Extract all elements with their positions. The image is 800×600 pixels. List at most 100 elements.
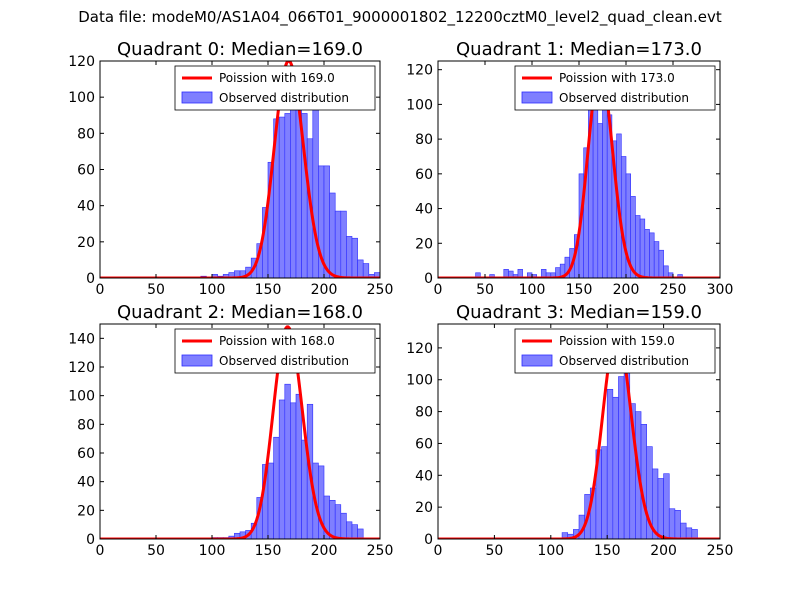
legend-bar-swatch	[181, 91, 213, 104]
x-tick-label: 150	[255, 543, 282, 559]
histogram-bar	[517, 269, 523, 278]
y-tick-label: 100	[406, 97, 433, 113]
poisson-curve-group	[438, 68, 720, 278]
y-tick-label: 20	[77, 235, 95, 251]
y-tick-label: 100	[68, 389, 95, 405]
y-tick-label: 0	[424, 271, 433, 287]
x-tick-label: 150	[255, 282, 282, 298]
legend-bar-swatch	[521, 91, 553, 104]
legend: Poission with 159.0 Observed distribution	[514, 328, 716, 374]
legend-label-poisson: Poission with 168.0	[219, 334, 335, 348]
y-tick-label: 0	[424, 532, 433, 548]
histogram-bar	[668, 508, 676, 539]
y-tick-label: 140	[68, 331, 95, 347]
legend-label-poisson: Poission with 173.0	[559, 71, 675, 85]
y-tick-label: 40	[415, 202, 433, 218]
y-tick-label: 60	[415, 436, 433, 452]
y-tick-label: 20	[415, 500, 433, 516]
x-tick-label: 250	[367, 543, 394, 559]
x-tick-label: 50	[476, 282, 494, 298]
histogram-bar	[691, 529, 698, 539]
figure-title: Data file: modeM0/AS1A04_066T01_90000018…	[78, 8, 722, 26]
x-tick-label: 250	[660, 282, 687, 298]
panel-title: Quadrant 1: Median=173.0	[456, 39, 702, 60]
histogram-bar	[489, 274, 495, 278]
legend-label-observed: Observed distribution	[219, 91, 349, 105]
panel-title: Quadrant 0: Median=169.0	[117, 39, 363, 60]
x-tick-label: 250	[367, 282, 394, 298]
legend: Poission with 173.0 Observed distribution	[514, 65, 716, 111]
x-tick-label: 100	[199, 282, 226, 298]
y-tick-label: 120	[406, 63, 433, 79]
histogram-bar	[601, 446, 608, 539]
panel-title: Quadrant 3: Median=159.0	[456, 302, 702, 323]
legend-bar-swatch	[521, 354, 553, 367]
axes-frame	[99, 323, 381, 540]
poisson-curve-group	[100, 325, 380, 539]
histogram-bar	[618, 376, 625, 539]
x-tick-label: 150	[594, 543, 621, 559]
x-tick-label: 0	[96, 543, 105, 559]
poisson-curve	[100, 325, 380, 539]
histogram-bar	[663, 473, 670, 539]
y-tick-label: 40	[77, 475, 95, 491]
y-tick-label: 120	[406, 341, 433, 357]
y-tick-label: 80	[77, 126, 95, 142]
y-tick-label: 80	[77, 417, 95, 433]
x-tick-label: 200	[311, 282, 338, 298]
panel-title: Quadrant 2: Median=168.0	[117, 302, 363, 323]
y-tick-label: 0	[86, 532, 95, 548]
x-tick-label: 50	[485, 543, 503, 559]
y-tick-label: 60	[415, 167, 433, 183]
x-tick-label: 200	[650, 543, 677, 559]
legend: Poission with 168.0 Observed distribution	[174, 328, 376, 374]
histogram-bar	[606, 388, 614, 539]
legend-label-observed: Observed distribution	[219, 354, 349, 368]
x-tick-label: 100	[519, 282, 546, 298]
x-tick-label: 0	[434, 543, 443, 559]
y-tick-label: 100	[406, 373, 433, 389]
x-tick-label: 100	[199, 543, 226, 559]
y-tick-label: 60	[77, 163, 95, 179]
legend-label-observed: Observed distribution	[559, 91, 689, 105]
legend-bar-swatch	[181, 354, 213, 367]
y-tick-label: 100	[68, 90, 95, 106]
histogram-bar	[357, 528, 364, 539]
x-tick-label: 300	[707, 282, 734, 298]
x-tick-label: 0	[434, 282, 443, 298]
histogram-bar	[612, 396, 619, 539]
histogram-bar	[680, 522, 687, 539]
y-tick-label: 40	[77, 199, 95, 215]
x-tick-label: 200	[613, 282, 640, 298]
histogram-bar	[677, 274, 683, 278]
y-tick-label: 120	[68, 54, 95, 70]
y-tick-label: 40	[415, 468, 433, 484]
legend: Poission with 169.0 Observed distribution	[174, 65, 376, 111]
y-tick-label: 0	[86, 271, 95, 287]
histogram-bar	[674, 510, 681, 539]
x-tick-label: 50	[147, 543, 165, 559]
axes-frame	[437, 323, 721, 540]
legend-label-observed: Observed distribution	[559, 354, 689, 368]
y-tick-label: 120	[68, 360, 95, 376]
legend-label-poisson: Poission with 169.0	[219, 71, 335, 85]
y-tick-label: 20	[415, 236, 433, 252]
histogram-bars	[211, 383, 364, 539]
histogram-bar	[657, 478, 664, 539]
poisson-curve	[438, 68, 720, 278]
histogram-bar	[640, 424, 647, 539]
y-tick-label: 80	[415, 405, 433, 421]
x-tick-label: 0	[96, 282, 105, 298]
x-tick-label: 150	[566, 282, 593, 298]
x-tick-label: 100	[537, 543, 564, 559]
x-tick-label: 200	[311, 543, 338, 559]
histogram-bar	[685, 527, 693, 539]
y-tick-label: 60	[77, 446, 95, 462]
y-tick-label: 20	[77, 503, 95, 519]
x-tick-label: 50	[147, 282, 165, 298]
x-tick-label: 250	[707, 543, 734, 559]
